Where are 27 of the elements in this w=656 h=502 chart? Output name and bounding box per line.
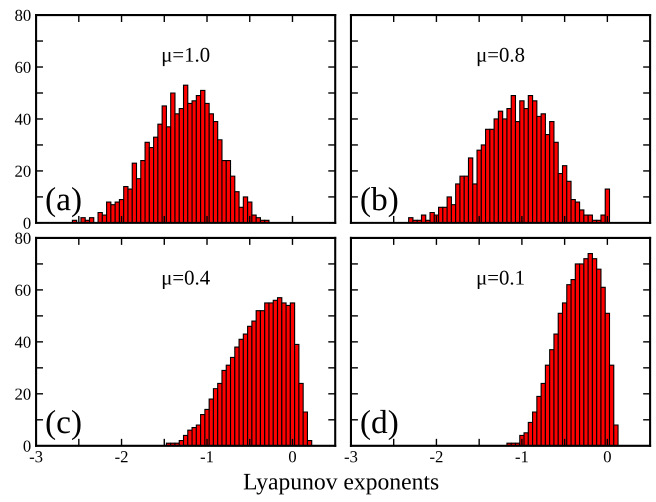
x-tick-label: -2 (115, 451, 128, 462)
annotation: (b) (361, 186, 398, 218)
y-tick-label: 60 (15, 62, 31, 73)
annotation: μ=0.8 (478, 48, 524, 66)
x-tick-label: -1 (200, 451, 213, 462)
annotation: μ=0.4 (162, 270, 210, 289)
x-axis-title: Lyapunov exponents (244, 474, 438, 494)
annotation: μ=1.0 (162, 48, 210, 66)
y-tick-label: 40 (14, 114, 31, 125)
x-tick-label: -3 (30, 451, 42, 462)
y-tick-label: 80 (15, 10, 31, 22)
x-tick-label: -3 (344, 451, 358, 462)
x-tick-label: -2 (430, 451, 442, 462)
x-tick-label: 0 (604, 451, 611, 462)
annotation: (a) (46, 186, 81, 218)
y-tick-label: 40 (14, 336, 31, 348)
y-tick-label: 0 (24, 218, 31, 229)
annotation: (c) (46, 410, 81, 440)
annotation: μ=0.1 (478, 270, 524, 289)
annotation: (d) (361, 410, 398, 440)
y-tick-label: 60 (15, 284, 31, 296)
y-tick-label: 0 (24, 440, 31, 452)
y-tick-label: 80 (15, 232, 31, 244)
y-tick-label: 20 (15, 166, 31, 177)
x-tick-label: 0 (288, 451, 296, 462)
y-tick-label: 20 (15, 388, 31, 400)
x-tick-label: -1 (516, 451, 528, 462)
